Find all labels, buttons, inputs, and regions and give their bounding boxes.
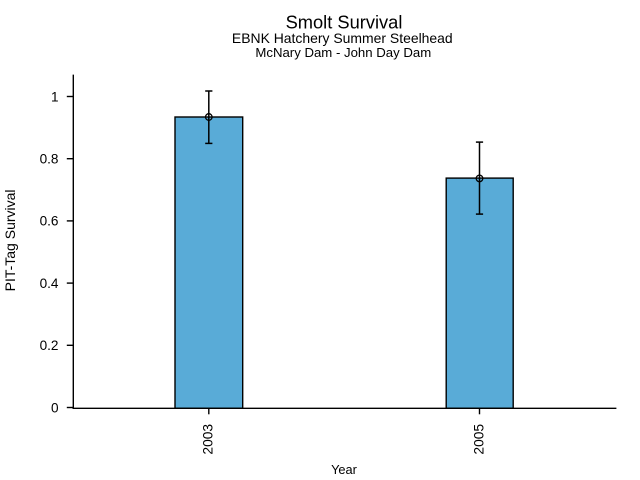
svg-text:0.8: 0.8 (40, 152, 59, 167)
svg-text:McNary Dam - John Day Dam: McNary Dam - John Day Dam (255, 45, 431, 60)
svg-text:1: 1 (51, 89, 59, 104)
svg-text:0.6: 0.6 (40, 214, 59, 229)
svg-text:0.4: 0.4 (40, 276, 59, 291)
svg-text:0: 0 (51, 400, 59, 415)
svg-text:2005: 2005 (471, 424, 486, 455)
svg-text:Year: Year (331, 462, 358, 477)
svg-text:Smolt Survival: Smolt Survival (286, 11, 403, 32)
svg-text:PIT-Tag Survival: PIT-Tag Survival (2, 189, 18, 291)
svg-text:0.2: 0.2 (40, 338, 59, 353)
svg-text:2003: 2003 (201, 424, 216, 455)
svg-text:EBNK Hatchery Summer Steelhead: EBNK Hatchery Summer Steelhead (232, 30, 453, 46)
